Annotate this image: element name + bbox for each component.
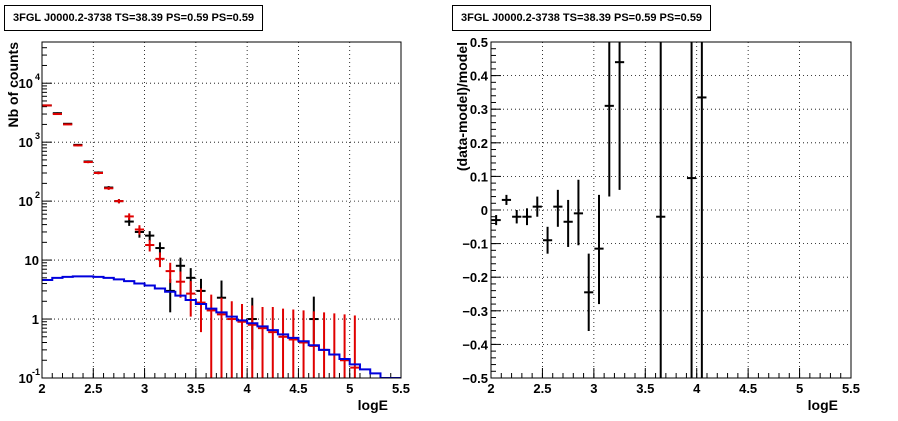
x-tick-label: 5	[796, 381, 803, 396]
data-point	[175, 271, 186, 298]
data-point	[114, 199, 124, 204]
y-tick-label: 10	[19, 135, 33, 150]
y-tick-label: 10	[19, 371, 33, 386]
y-tick-label: 10	[19, 194, 33, 209]
x-tick-label: 2	[487, 381, 494, 396]
data-point	[165, 278, 175, 313]
data-point	[124, 213, 134, 220]
x-axis-label: logE	[358, 397, 388, 413]
data-point	[145, 231, 155, 242]
x-tick-label: 4.5	[289, 381, 307, 396]
x-tick-label: 3	[141, 381, 148, 396]
data-point	[73, 144, 83, 147]
data-point	[145, 239, 155, 252]
plot-frame	[490, 41, 852, 379]
data-point	[93, 171, 104, 175]
x-tick-label: 2.5	[84, 381, 102, 396]
data-point	[298, 310, 309, 378]
x-axis-label: logE	[808, 397, 838, 413]
y-tick-label: 0.4	[470, 69, 489, 84]
data-point	[697, 42, 707, 378]
x-tick-label: 4	[693, 381, 701, 396]
y-tick-label: −0.5	[462, 371, 488, 386]
chart-title-left: 3FGL J0000.2-3738 TS=38.39 PS=0.59 PS=0.…	[4, 5, 264, 31]
x-tick-label: 5.5	[842, 381, 860, 396]
x-tick-label: 3.5	[636, 381, 654, 396]
y-tick-label: 10	[25, 253, 39, 268]
data-point	[319, 312, 329, 378]
data-point	[237, 303, 247, 378]
data-point	[532, 196, 542, 217]
data-point	[542, 226, 553, 254]
data-point	[563, 199, 573, 247]
data-point	[512, 210, 522, 224]
data-point	[350, 315, 360, 378]
data-point	[584, 253, 594, 331]
y-tick-label: 0.2	[470, 136, 488, 151]
y-axis-label: (data-model)/model	[454, 42, 470, 171]
y-tick-label-exponent: 2	[35, 190, 40, 200]
data-point	[491, 215, 501, 226]
y-tick-label: −0.2	[462, 270, 488, 285]
y-tick-label-exponent: 4	[35, 72, 40, 82]
data-point	[339, 314, 350, 378]
data-point	[614, 42, 625, 190]
x-tick-label: 5	[346, 381, 353, 396]
data-point	[247, 305, 257, 378]
data-point	[573, 179, 584, 246]
data-point	[656, 42, 666, 378]
data-point	[134, 225, 145, 235]
panel-1: 2 2.5 3 3.5 4 4.5 5 5.5 −0.5 −0.4 −0.3 −0.2 −0.1 0 0.1…	[454, 35, 860, 413]
y-axis-label: Nb of counts	[5, 42, 21, 128]
data-point	[165, 262, 175, 283]
data-point	[83, 160, 93, 164]
data-point	[604, 42, 614, 197]
y-tick-label: −0.1	[462, 237, 488, 252]
data-point	[522, 208, 532, 226]
y-tick-label: 0.1	[470, 169, 488, 184]
y-tick-label: 1	[32, 312, 39, 327]
x-tick-label: 4	[244, 381, 252, 396]
y-tick-label: 0.5	[470, 35, 488, 50]
x-tick-label: 4.5	[739, 381, 757, 396]
x-tick-label: 5.5	[392, 381, 410, 396]
y-tick-label-exponent: -1	[32, 367, 40, 377]
data-point	[288, 309, 298, 378]
data-point	[553, 189, 563, 227]
data-point	[186, 281, 196, 317]
model-step-line	[42, 275, 401, 378]
y-tick-label: −0.3	[462, 304, 488, 319]
data-point	[104, 186, 114, 190]
data-point	[216, 297, 227, 378]
x-tick-label: 2.5	[533, 381, 551, 396]
data-point	[155, 252, 165, 268]
y-tick-label-exponent: 3	[35, 131, 40, 141]
x-tick-label: 3.5	[187, 381, 205, 396]
x-tick-label: 3	[590, 381, 597, 396]
data-point	[63, 123, 73, 126]
data-point	[196, 288, 206, 333]
data-point	[268, 307, 278, 378]
series-group	[491, 42, 707, 378]
data-point	[227, 301, 237, 378]
data-point	[206, 294, 216, 378]
y-tick-label: −0.4	[462, 337, 488, 352]
x-tick-label: 2	[38, 381, 45, 396]
y-tick-label: 10	[19, 76, 33, 91]
data-point	[257, 307, 268, 378]
y-tick-label: 0.3	[470, 102, 488, 117]
chart-title-right: 3FGL J0000.2-3738 TS=38.39 PS=0.59 PS=0.…	[452, 5, 712, 31]
data-point	[278, 308, 288, 378]
series-group	[42, 104, 401, 378]
data-point	[501, 194, 512, 205]
plot-frame	[41, 41, 402, 379]
data-point	[594, 194, 604, 305]
y-tick-label: 0	[481, 203, 488, 218]
data-point	[42, 104, 52, 107]
data-point	[52, 113, 62, 116]
data-point	[686, 42, 697, 378]
data-point	[329, 313, 339, 378]
